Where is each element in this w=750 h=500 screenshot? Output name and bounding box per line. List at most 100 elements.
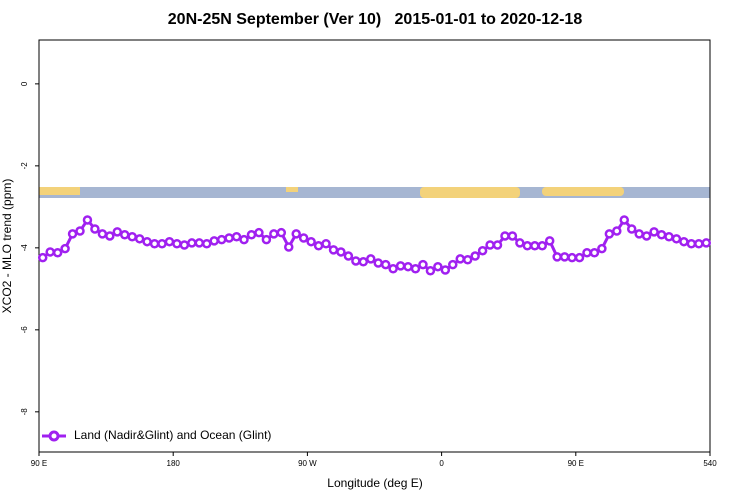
legend-marker xyxy=(48,430,60,442)
data-point xyxy=(187,238,197,248)
data-point xyxy=(119,229,130,240)
data-point xyxy=(388,264,398,274)
data-point xyxy=(701,238,712,248)
data-point xyxy=(559,252,570,262)
data-point xyxy=(291,229,301,239)
data-point xyxy=(477,245,488,256)
chart-title: 20N-25N September (Ver 10) 2015-01-01 to… xyxy=(168,11,583,28)
data-point xyxy=(492,240,503,250)
x-tick-label: 90 E xyxy=(568,459,584,468)
land xyxy=(286,187,298,192)
data-point xyxy=(97,229,108,239)
legend-label: Land (Nadir&Glint) and Ocean (Glint) xyxy=(74,428,271,442)
y-tick-label: 0 xyxy=(20,81,29,86)
data-point xyxy=(440,265,451,275)
data-point xyxy=(522,241,533,251)
data-point xyxy=(269,229,279,239)
data-point xyxy=(418,259,428,270)
x-tick-label: 180 xyxy=(167,459,181,468)
data-point xyxy=(410,264,421,274)
land xyxy=(542,187,624,196)
map-strip xyxy=(39,187,710,198)
data-point xyxy=(127,232,137,242)
data-point xyxy=(328,245,339,255)
plot-frame xyxy=(38,39,711,453)
y-tick-label: -4 xyxy=(20,244,29,252)
legend: Land (Nadir&Glint) and Ocean (Glint) xyxy=(42,428,271,442)
data-point xyxy=(172,238,182,249)
data-point xyxy=(254,227,264,238)
data-point xyxy=(105,231,115,241)
data-point xyxy=(373,258,383,268)
data-point xyxy=(544,236,555,246)
data-point xyxy=(433,261,443,272)
data-point xyxy=(343,251,354,261)
data-point xyxy=(149,238,160,249)
y-tick-label: -6 xyxy=(20,326,29,334)
land xyxy=(420,187,520,198)
data-point xyxy=(134,234,145,244)
data-point xyxy=(664,232,674,242)
data-point xyxy=(380,259,391,270)
data-point xyxy=(530,241,540,251)
data-point xyxy=(60,243,70,254)
data-point xyxy=(597,243,607,254)
data-point xyxy=(500,231,510,241)
data-point xyxy=(112,227,123,237)
data-point xyxy=(284,242,294,252)
data-point xyxy=(45,247,55,257)
data-point xyxy=(641,231,652,241)
data-point xyxy=(626,224,637,234)
data-point xyxy=(142,236,152,247)
data-point xyxy=(507,231,518,241)
data-point xyxy=(567,252,577,263)
data-point xyxy=(37,252,48,263)
data-point xyxy=(455,254,465,264)
data-point xyxy=(209,236,219,246)
data-point xyxy=(537,241,547,251)
data-point xyxy=(604,229,615,239)
data-point xyxy=(313,241,324,251)
y-tick-label: -8 xyxy=(20,408,29,416)
data-point xyxy=(448,259,458,270)
data-point xyxy=(246,229,257,240)
data-point xyxy=(619,215,630,225)
y-tick-label: -2 xyxy=(20,162,29,170)
data-point xyxy=(231,232,242,242)
x-tick-label: 90 E xyxy=(31,459,47,468)
data-point xyxy=(612,226,622,236)
data-point xyxy=(686,238,697,249)
y-axis-label: XCO2 - MLO trend (ppm) xyxy=(0,179,14,314)
data-point xyxy=(164,236,175,247)
data-point xyxy=(634,229,644,239)
data-point xyxy=(679,236,689,247)
data-point xyxy=(216,234,227,245)
data-point xyxy=(358,257,369,267)
data-point xyxy=(157,238,167,249)
data-point xyxy=(52,248,63,258)
data-point xyxy=(515,238,525,248)
data-point xyxy=(67,229,78,239)
data-point xyxy=(395,261,406,271)
data-point xyxy=(306,236,316,247)
data-point xyxy=(261,234,272,245)
data-point xyxy=(656,229,667,240)
data-point xyxy=(649,227,659,237)
x-tick-label: 540 xyxy=(703,459,717,468)
data-point xyxy=(202,238,212,249)
data-point xyxy=(82,215,93,225)
data-point xyxy=(351,256,361,266)
ocean xyxy=(39,187,710,198)
data-point xyxy=(582,248,592,258)
data-point xyxy=(694,238,704,249)
data-point xyxy=(194,238,205,248)
data-point xyxy=(90,224,100,234)
data-point xyxy=(321,238,331,249)
data-point xyxy=(298,233,309,243)
data-point xyxy=(179,240,190,250)
x-tick-label: 0 xyxy=(439,459,444,468)
data-point xyxy=(462,254,473,265)
data-point xyxy=(366,254,376,264)
